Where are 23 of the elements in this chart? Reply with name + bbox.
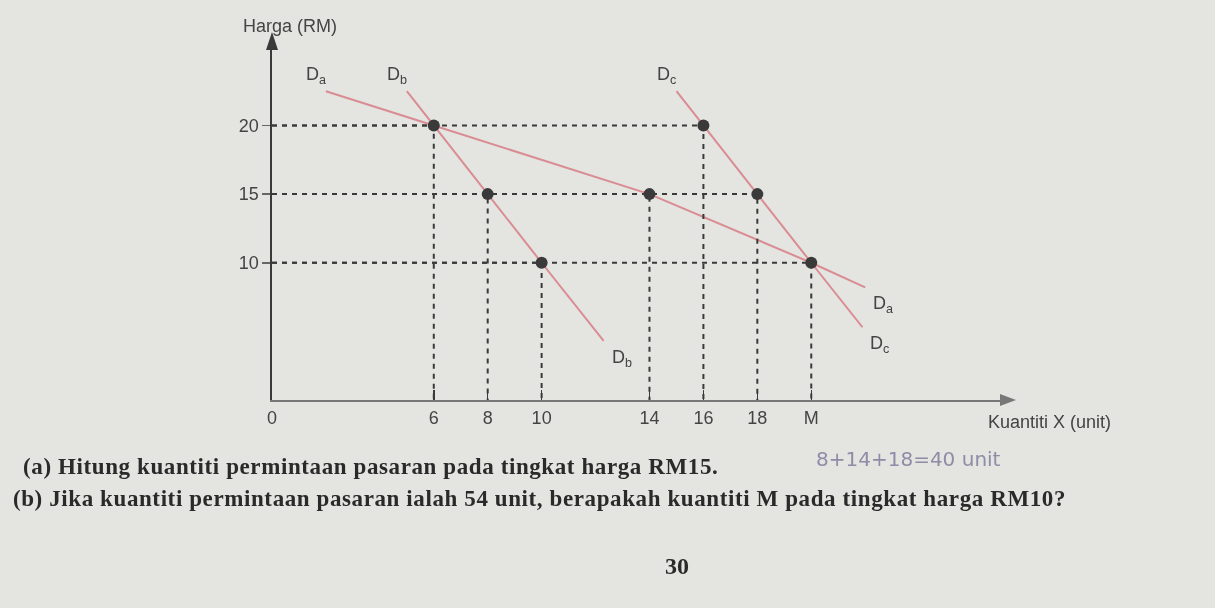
series-label: D$_{a}$ <box>306 64 327 87</box>
x-tick-label: 0 <box>266 407 278 428</box>
x-axis-title: Kuantiti X (unit) <box>988 412 1112 432</box>
y-tick-label: 20 <box>238 115 259 136</box>
text: D$_{a}$ <box>873 293 894 316</box>
x-tick-label: 14 <box>639 407 660 428</box>
x-tick-label: 8 <box>482 407 493 428</box>
text: 8+14+18=40 unit <box>816 447 1001 471</box>
x-tick-label: M <box>803 407 819 428</box>
series-label: D$_{c}$ <box>657 64 677 87</box>
text: D$_{b}$ <box>612 347 633 370</box>
text: (b) Jika kuantiti permintaan pasaran ialah 54 unit, berapakah kuantiti M pada tingkat harga RM10? <box>12 486 1067 511</box>
text: (a) Hitung kuantiti permintaan pasaran pada tingkat harga RM15. <box>23 454 719 479</box>
text: 30 <box>665 553 689 579</box>
x-tick-label: 6 <box>428 407 439 428</box>
x-tick-label: 10 <box>531 407 552 428</box>
x-tick-label: 16 <box>693 407 714 428</box>
y-tick-label: 10 <box>238 253 259 274</box>
series-label: D$_{b}$ <box>387 64 408 87</box>
text: D$_{c}$ <box>870 333 890 356</box>
y-tick-label: 15 <box>238 184 259 205</box>
y-axis-title: Harga (RM) <box>243 16 338 36</box>
x-tick-label: 18 <box>747 407 768 428</box>
